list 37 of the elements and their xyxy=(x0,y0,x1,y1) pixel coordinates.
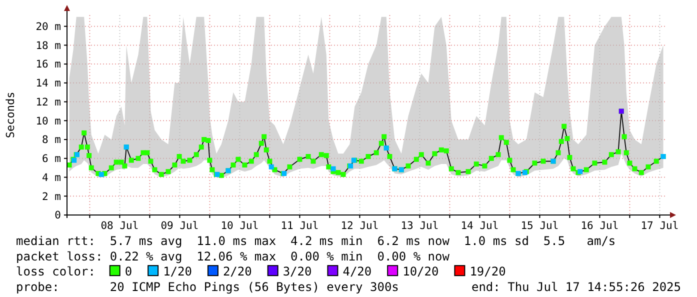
y-tick-label: 0 xyxy=(54,210,61,222)
x-tick-label: 14 Jul xyxy=(460,220,499,232)
y-tick-label: 4 m xyxy=(42,172,61,184)
x-tick-label: 09 Jul xyxy=(160,220,199,232)
y-tick-label: 6 m xyxy=(42,153,61,166)
y-tick-label: 16 m xyxy=(36,58,61,71)
text: end: Thu Jul 17 14:55:26 2025 xyxy=(471,280,681,294)
x-tick-label: 12 Jul xyxy=(340,220,379,232)
x-tick-label: 16 Jul xyxy=(580,220,619,232)
legend-label: 1/20 xyxy=(163,264,192,279)
legend-label: 3/20 xyxy=(282,264,312,279)
text: packet loss: 0.22 % avg 12.06 % max 0.00 % min 0.00 % now xyxy=(16,249,450,264)
y-axis-title: Seconds xyxy=(4,92,17,138)
legend-label: 2/20 xyxy=(222,264,252,279)
point xyxy=(98,172,104,177)
y-tick-label: 18 m xyxy=(36,40,61,52)
x-tick-label: 17 Jul xyxy=(640,220,679,232)
y-tick-label: 2 m xyxy=(42,190,61,203)
point xyxy=(268,164,274,170)
legend-label: 0 xyxy=(124,264,132,279)
point xyxy=(330,166,336,172)
x-tick-label: 15 Jul xyxy=(520,220,559,232)
x-tick-label: 13 Jul xyxy=(400,220,439,232)
legend-label: 10/20 xyxy=(402,264,439,279)
text: median rtt: 5.7 ms avg 11.0 ms max 4.2 ms min 6.2 ms now 1.0 ms sd 5.5 am/s xyxy=(16,234,616,248)
y-tick-label: 12 m xyxy=(36,96,61,108)
y-tick-label: 20 m xyxy=(36,20,61,33)
y-tick-label: 14 m xyxy=(36,78,61,90)
legend-title: loss color: xyxy=(16,264,96,279)
text: probe: 20 ICMP Echo Pings (56 Bytes) every 300s xyxy=(16,280,399,294)
y-tick-label: 10 m xyxy=(36,115,61,128)
x-tick-label: 11 Jul xyxy=(280,220,319,232)
y-tick-label: 8 m xyxy=(42,134,61,146)
x-tick-label: 10 Jul xyxy=(220,220,259,232)
legend-label: 4/20 xyxy=(342,264,372,279)
x-tick-label: 08 Jul xyxy=(100,220,139,232)
legend-label: 19/20 xyxy=(470,264,506,279)
